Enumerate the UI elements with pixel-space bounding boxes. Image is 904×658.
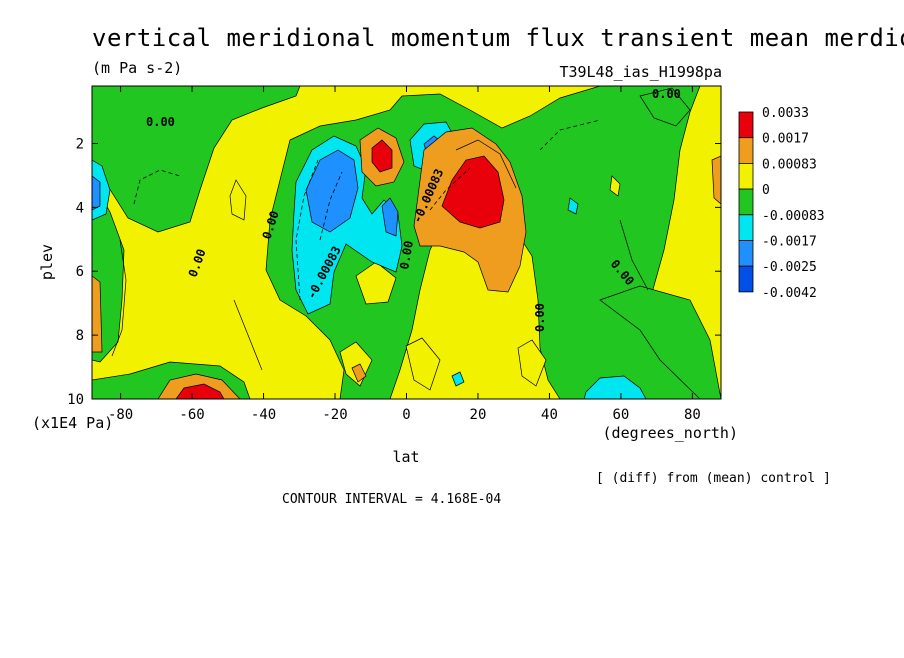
colorbar-label: 0.00083 (762, 157, 817, 172)
contour-label: 0.00 (397, 240, 416, 271)
x-tick-label: -80 (108, 407, 133, 423)
y-tick-label: 4 (76, 200, 84, 216)
x-tick-label: 0 (402, 407, 410, 423)
x-tick-label: -40 (251, 407, 276, 423)
colorbar-label: -0.0042 (762, 286, 817, 301)
colorbar-swatch (738, 240, 754, 267)
y-tick-label: 10 (67, 392, 84, 408)
negative-contour (539, 119, 601, 151)
y-tick-label: 8 (76, 328, 84, 344)
positive-contour (455, 139, 517, 189)
orange-region (92, 275, 103, 353)
contour-label: 0.00 (533, 303, 547, 332)
yellow-island (405, 337, 441, 391)
colorbar-label: 0 (762, 183, 770, 198)
x-tick-label: -20 (322, 407, 347, 423)
colorbar-label: 0.0033 (762, 106, 809, 121)
x-axis: -80 -60 -40 -20 0 20 40 60 80 (108, 86, 701, 423)
blue-region (305, 149, 359, 233)
yellow-island (229, 179, 247, 221)
y-units: (x1E4 Pa) (32, 414, 113, 432)
contour-label: 0.00 (652, 87, 681, 101)
contour-interval: CONTOUR INTERVAL = 4.168E-04 (282, 492, 501, 507)
cyan-region (583, 375, 647, 399)
run-label: T39L48_ias_H1998pa (559, 63, 722, 81)
red-region (371, 139, 393, 173)
x-tick-label: 40 (541, 407, 558, 423)
cyan-region (567, 197, 579, 215)
x-tick-label: -60 (179, 407, 204, 423)
colorbar-swatch (738, 111, 754, 139)
yellow-island (355, 261, 397, 305)
negative-contour (429, 167, 471, 211)
colorbar-swatch (738, 137, 754, 164)
colorbar-label: -0.0017 (762, 235, 817, 250)
y-axis: 2 4 6 8 10 (67, 136, 721, 408)
orange-region (351, 363, 367, 383)
x-axis-label: lat (392, 448, 419, 466)
positive-contours (111, 139, 649, 371)
negative-contour (295, 159, 319, 301)
negative-contour (133, 169, 181, 205)
chart-title: vertical meridional momentum flux transi… (92, 24, 904, 52)
colorbar-label: 0.0017 (762, 132, 809, 147)
red-region (441, 155, 505, 229)
positive-contour (619, 219, 649, 291)
blue-region (381, 197, 399, 237)
contour-field (92, 86, 721, 399)
y-tick-label: 2 (76, 136, 84, 152)
contour-label: 0.00 (146, 115, 175, 129)
chart-units: (m Pa s-2) (92, 59, 182, 77)
positive-contour (111, 239, 127, 357)
green-region (599, 285, 721, 399)
red-regions (175, 139, 505, 399)
positive-contour (233, 299, 263, 371)
cyan-region (451, 371, 465, 387)
blue-region (92, 175, 101, 211)
yellow-island (517, 339, 547, 387)
diff-note: [ (diff) from (mean) control ] (596, 471, 831, 486)
colorbar-swatch (738, 265, 754, 293)
x-units: (degrees_north) (603, 424, 738, 442)
colorbar-label: -0.00083 (762, 209, 825, 224)
orange-region (711, 155, 721, 205)
y-tick-label: 6 (76, 264, 84, 280)
x-tick-label: 20 (470, 407, 487, 423)
green-region (639, 87, 691, 127)
x-tick-label: 60 (613, 407, 630, 423)
yellow-islands (229, 175, 621, 391)
colorbar-swatch (738, 188, 754, 216)
colorbar-label: -0.0025 (762, 260, 817, 275)
red-region (175, 383, 225, 399)
colorbar-swatch (738, 162, 754, 190)
x-tick-label: 80 (684, 407, 701, 423)
negative-contours (133, 119, 601, 301)
colorbar: 0.0033 0.0017 0.00083 0 -0.00083 -0.0017 -0.00… (738, 106, 825, 301)
colorbar-swatch (738, 214, 754, 241)
yellow-island (609, 175, 621, 197)
y-axis-label: plev (38, 244, 56, 280)
